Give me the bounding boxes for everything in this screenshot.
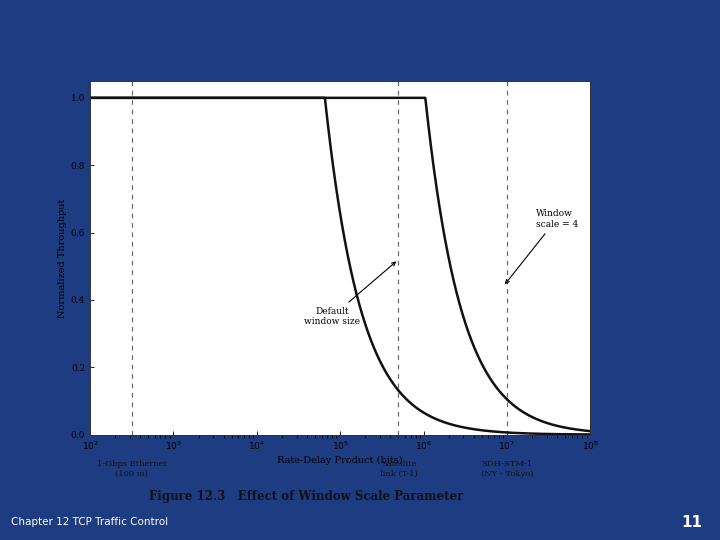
Y-axis label: Normalized Throughput: Normalized Throughput <box>58 198 66 318</box>
Text: Default
window size: Default window size <box>304 262 395 326</box>
Text: 11: 11 <box>681 515 702 530</box>
Text: SDH-STM-1
(NY - Tokyo): SDH-STM-1 (NY - Tokyo) <box>481 460 534 478</box>
X-axis label: Rate-Delay Product (bits): Rate-Delay Product (bits) <box>277 456 403 465</box>
Text: Chapter 12 TCP Traffic Control: Chapter 12 TCP Traffic Control <box>11 517 168 528</box>
Text: Figure 12.3   Effect of Window Scale Parameter: Figure 12.3 Effect of Window Scale Param… <box>149 490 463 503</box>
Text: 1-Gbps Ethernet
(100 m): 1-Gbps Ethernet (100 m) <box>96 460 166 478</box>
Text: Window
scale = 4: Window scale = 4 <box>505 210 578 284</box>
Text: Satellite
link (T-1): Satellite link (T-1) <box>379 460 418 478</box>
